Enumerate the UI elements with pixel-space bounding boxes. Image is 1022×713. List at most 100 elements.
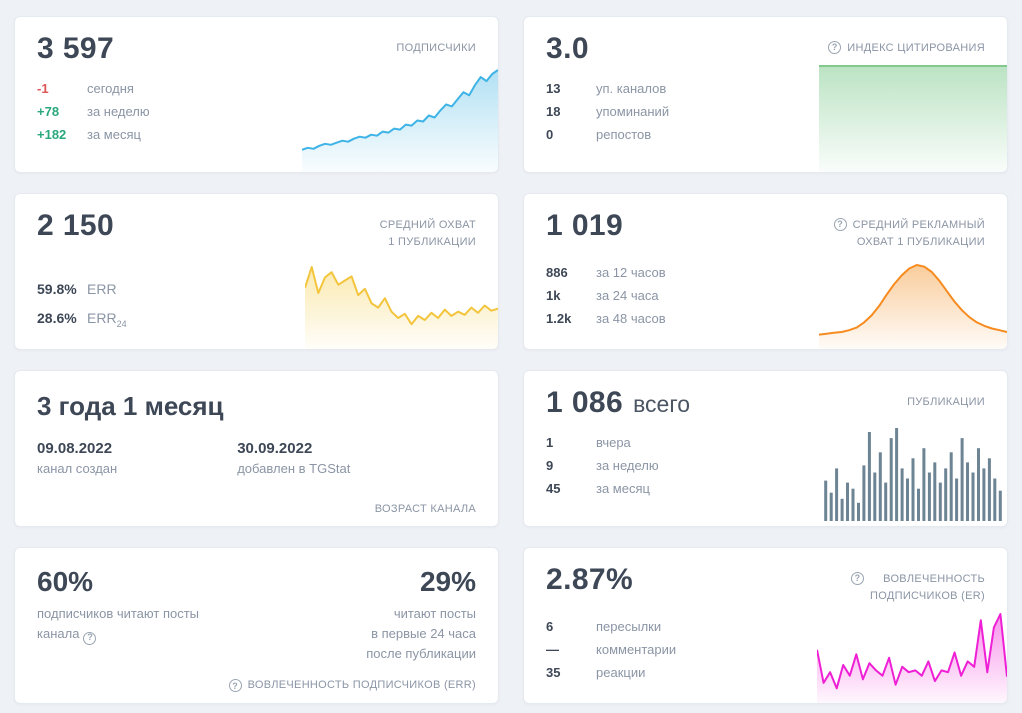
publications-count: 1 086 [546, 386, 624, 419]
channel-age-footer: ВОЗРАСТ КАНАЛА [375, 503, 476, 515]
stat-label: за месяц [596, 481, 650, 496]
stat-row: 9 за неделю [546, 458, 985, 473]
publications-stats: 1 вчера 9 за неделю 45 за месяц [546, 435, 985, 496]
err-footer: ? ВОВЛЕЧЕННОСТЬ ПОДПИСЧИКОВ (ERR) [228, 678, 476, 692]
stat-value: 13 [546, 81, 561, 96]
card-title-average-reach: СРЕДНИЙ ОХВАТ 1 ПУБЛИКАЦИИ [380, 217, 476, 251]
channel-added-date: 30.09.2022 [237, 440, 313, 457]
stat-label: комментарии [596, 642, 677, 658]
stat-value: 0 [546, 127, 554, 142]
err-read-24h: 29% читают посты в первые 24 часа после … [366, 566, 476, 664]
channel-created-date: 09.08.2022 [37, 440, 113, 457]
average-reach-stats: 59.8% ERR 28.6% ERR24 [37, 281, 476, 329]
stat-value: 6 [546, 619, 554, 635]
publications-count-suffix: всего [633, 391, 691, 417]
stat-row: 18 упоминаний [546, 104, 985, 119]
citation-chart [819, 65, 1007, 172]
stat-row: — комментарии [546, 642, 985, 657]
stat-value: 886 [546, 265, 568, 281]
stat-label: уп. каналов [596, 81, 667, 96]
card-average-reach: 2 150 СРЕДНИЙ ОХВАТ 1 ПУБЛИКАЦИИ 59.8% E… [14, 193, 499, 350]
stat-value: 28.6% [37, 309, 77, 326]
channel-age-value: 3 года 1 месяц [37, 391, 224, 421]
stat-label: упоминаний [596, 104, 670, 119]
card-title-publications: ПУБЛИКАЦИИ [907, 394, 985, 411]
card-title-text: ПОДПИСЧИКИ [396, 42, 476, 54]
stat-row: 1k за 24 часа [546, 288, 985, 303]
channel-age-dates: 09.08.2022 канал создан 30.09.2022 добав… [37, 440, 476, 476]
stat-value: 9 [546, 458, 554, 473]
stat-label: за 48 часов [596, 311, 666, 327]
stat-label: сегодня [87, 81, 134, 96]
card-title-text: ВОВЛЕЧЕННОСТЬ ПОДПИСЧИКОВ (ER) [870, 573, 985, 603]
ad-reach-chart [819, 264, 1007, 349]
stats-dashboard: 3 597 ПОДПИСЧИКИ -1 сегодня +78 за недел… [14, 16, 1008, 704]
channel-created: 09.08.2022 канал создан [37, 440, 117, 476]
ad-reach-value: 1 019 [546, 209, 624, 242]
stat-label: вчера [596, 435, 631, 450]
stat-row: +78 за неделю [37, 104, 476, 119]
er-chart [817, 613, 1007, 703]
card-subscribers: 3 597 ПОДПИСЧИКИ -1 сегодня +78 за недел… [14, 16, 499, 173]
stat-row: 13 уп. каналов [546, 81, 985, 96]
card-title-text: СРЕДНИЙ ОХВАТ 1 ПУБЛИКАЦИИ [379, 219, 476, 249]
info-icon[interactable]: ? [851, 572, 865, 585]
err-read-all: 60% подписчиков читают посты канала? [37, 566, 199, 664]
stat-row: 35 реакции [546, 665, 985, 680]
er-stats: 6 пересылки — комментарии 35 реакции [546, 619, 985, 680]
info-icon[interactable]: ? [83, 631, 97, 645]
card-er: 2.87% ? ВОВЛЕЧЕННОСТЬ ПОДПИСЧИКОВ (ER) 6… [523, 547, 1008, 704]
stat-row: 45 за месяц [546, 481, 985, 496]
stat-label: реакции [596, 665, 646, 681]
err-read-24h-value: 29% [419, 566, 476, 597]
stat-value: 1 [546, 435, 554, 450]
stat-value: -1 [37, 81, 49, 96]
stat-value: 1.2k [546, 311, 572, 327]
stat-value: 59.8% [37, 281, 77, 298]
stat-row: 1 вчера [546, 435, 985, 450]
average-reach-chart [305, 266, 498, 349]
publications-bar-chart [824, 428, 1002, 521]
stat-row: 6 пересылки [546, 619, 985, 634]
card-footer-text: ВОВЛЕЧЕННОСТЬ ПОДПИСЧИКОВ (ERR) [247, 679, 476, 691]
card-channel-age: 3 года 1 месяц 09.08.2022 канал создан 3… [14, 370, 499, 527]
card-title-er: ? ВОВЛЕЧЕННОСТЬ ПОДПИСЧИКОВ (ER) [851, 571, 985, 605]
card-title-text: ПУБЛИКАЦИИ [907, 396, 985, 408]
stat-label: ERR24 [87, 309, 127, 329]
card-ad-reach: 1 019 ? СРЕДНИЙ РЕКЛАМНЫЙ ОХВАТ 1 ПУБЛИК… [523, 193, 1008, 350]
stat-value: +182 [37, 127, 67, 142]
stat-value: 35 [546, 665, 561, 681]
stat-label: за 12 часов [596, 265, 666, 281]
card-publications: 1 086 всего ПУБЛИКАЦИИ 1 вчера 9 за неде… [523, 370, 1008, 527]
stat-value: +78 [37, 104, 60, 119]
err-subscript: 24 [116, 318, 127, 329]
card-err: 60% подписчиков читают посты канала? 29%… [14, 547, 499, 704]
info-icon[interactable]: ? [828, 41, 842, 54]
stat-value: 1k [546, 288, 561, 304]
citation-index-value: 3.0 [546, 32, 589, 65]
er-value: 2.87% [546, 563, 634, 596]
card-title-citation: ? ИНДЕКС ЦИТИРОВАНИЯ [828, 40, 985, 57]
channel-created-label: канал создан [37, 461, 118, 476]
subscribers-count: 3 597 [37, 32, 115, 65]
err-read-all-caption: подписчиков читают посты канала? [37, 604, 199, 645]
channel-added-label: добавлен в TGStat [237, 461, 351, 476]
card-title-text: СРЕДНИЙ РЕКЛАМНЫЙ ОХВАТ 1 ПУБЛИКАЦИИ [852, 219, 985, 249]
channel-added: 30.09.2022 добавлен в TGStat [237, 440, 350, 476]
stat-row: +182 за месяц [37, 127, 476, 142]
stat-row: 886 за 12 часов [546, 265, 985, 280]
info-icon[interactable]: ? [228, 679, 242, 692]
info-icon[interactable]: ? [833, 218, 847, 231]
stat-value: — [546, 642, 559, 658]
stat-value: 45 [546, 481, 561, 496]
stat-label: за месяц [87, 127, 141, 142]
stat-label: ERR [87, 281, 117, 298]
err-read-24h-caption: читают посты в первые 24 часа после публ… [366, 606, 476, 662]
average-reach-value: 2 150 [37, 209, 115, 242]
stat-row: 0 репостов [546, 127, 985, 142]
card-citation-index: 3.0 ? ИНДЕКС ЦИТИРОВАНИЯ 13 уп. каналов … [523, 16, 1008, 173]
stat-value: 18 [546, 104, 561, 119]
stat-label: за неделю [87, 104, 150, 119]
ad-reach-stats: 886 за 12 часов 1k за 24 часа 1.2k за 48… [546, 265, 985, 326]
subscribers-chart [302, 69, 498, 172]
